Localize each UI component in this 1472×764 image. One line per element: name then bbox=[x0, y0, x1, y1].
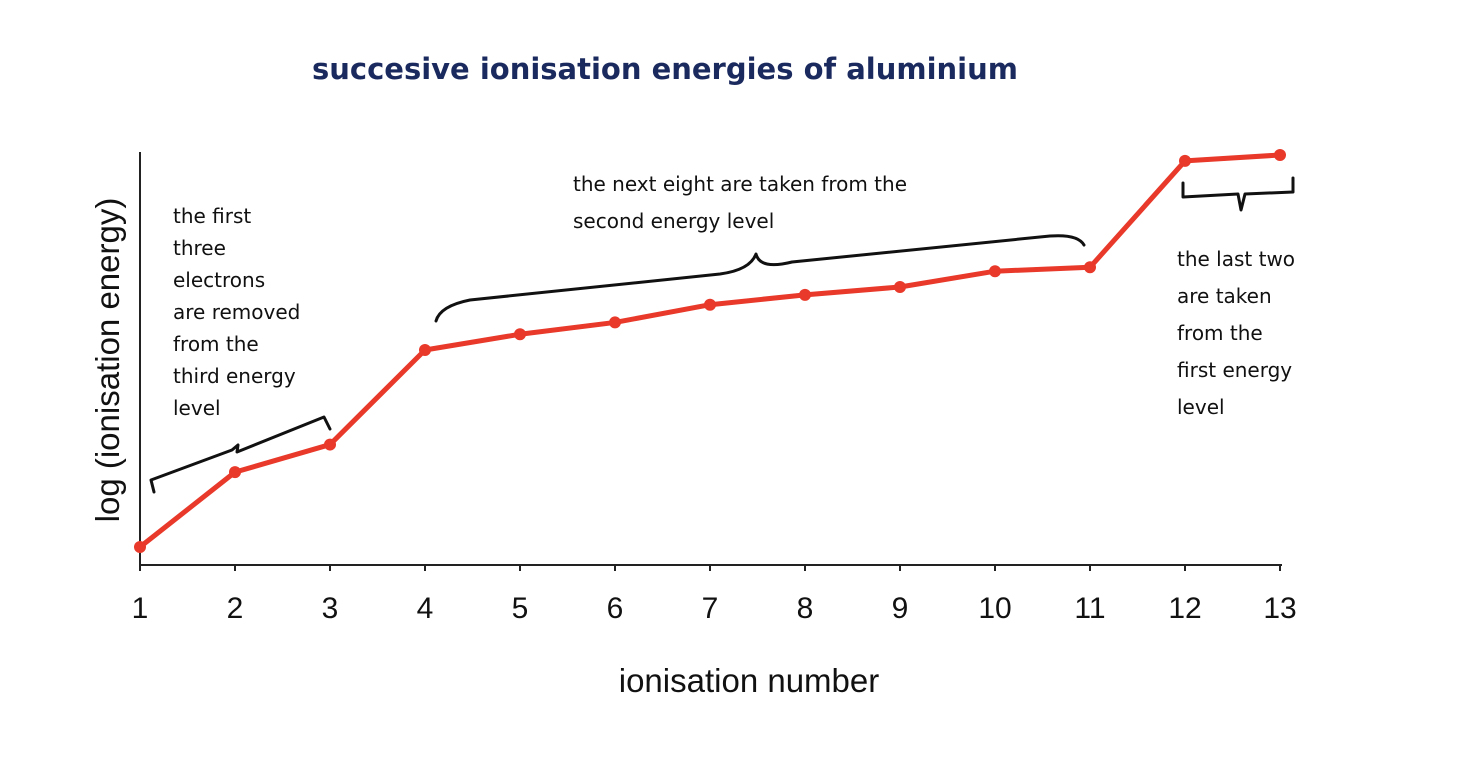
data-point bbox=[1274, 149, 1286, 161]
annotation-line: second energy level bbox=[573, 209, 774, 233]
x-tick-label: 13 bbox=[1263, 592, 1296, 625]
annotation-line: third energy bbox=[173, 364, 296, 388]
x-tick-label: 4 bbox=[417, 592, 434, 625]
data-point bbox=[1084, 261, 1096, 274]
annotation-line: three bbox=[173, 236, 226, 260]
data-point bbox=[799, 288, 811, 301]
x-tick-label: 10 bbox=[978, 592, 1011, 625]
annotation-line: are taken bbox=[1177, 284, 1272, 308]
brace-second-level bbox=[434, 234, 1086, 323]
x-tick-labels: 1 2 3 4 5 6 7 8 9 10 11 12 13 bbox=[132, 565, 1297, 625]
data-point bbox=[1179, 154, 1191, 167]
x-tick-label: 11 bbox=[1074, 592, 1105, 625]
x-tick-label: 2 bbox=[227, 592, 244, 625]
x-tick-label: 6 bbox=[607, 592, 624, 625]
data-point bbox=[894, 280, 906, 293]
data-point bbox=[134, 541, 146, 553]
annotation-line: level bbox=[1177, 395, 1225, 419]
data-point bbox=[989, 265, 1001, 278]
x-tick-label: 7 bbox=[702, 592, 719, 625]
annotation-braces bbox=[149, 176, 1295, 494]
x-tick-label: 3 bbox=[322, 592, 339, 625]
data-point bbox=[704, 298, 716, 311]
data-point bbox=[229, 466, 241, 479]
note-third-level: the first three electrons are removed from t… bbox=[173, 204, 300, 420]
y-axis-label: log (ionisation energy) bbox=[89, 198, 126, 523]
x-tick-label: 8 bbox=[797, 592, 814, 625]
annotation-line: from the bbox=[1177, 321, 1263, 345]
data-point bbox=[419, 344, 431, 357]
note-first-level: the last two are taken from the first energ… bbox=[1177, 247, 1295, 419]
series-layer bbox=[134, 149, 1286, 553]
data-point bbox=[514, 328, 526, 341]
annotation-line: first energy bbox=[1177, 358, 1292, 382]
annotation-line: level bbox=[173, 396, 221, 420]
note-second-level: the next eight are taken from the second … bbox=[573, 172, 907, 233]
brace-third-level bbox=[149, 415, 332, 494]
annotation-line: from the bbox=[173, 332, 259, 356]
annotations: the first three electrons are removed from t… bbox=[173, 172, 1295, 420]
annotation-line: the first bbox=[173, 204, 251, 228]
brace-first-level bbox=[1181, 176, 1295, 212]
x-tick-label: 12 bbox=[1168, 592, 1201, 625]
data-point bbox=[324, 438, 336, 451]
x-tick-label: 5 bbox=[512, 592, 529, 625]
annotation-line: the next eight are taken from the bbox=[573, 172, 907, 196]
annotation-line: the last two bbox=[1177, 247, 1295, 271]
data-point bbox=[609, 316, 621, 329]
x-axis-label: ionisation number bbox=[619, 662, 880, 699]
annotation-line: are removed bbox=[173, 300, 300, 324]
chart-title: succesive ionisation energies of alumini… bbox=[312, 52, 1018, 86]
x-tick-label: 1 bbox=[132, 592, 149, 625]
annotation-line: electrons bbox=[173, 268, 265, 292]
x-tick-label: 9 bbox=[892, 592, 909, 625]
